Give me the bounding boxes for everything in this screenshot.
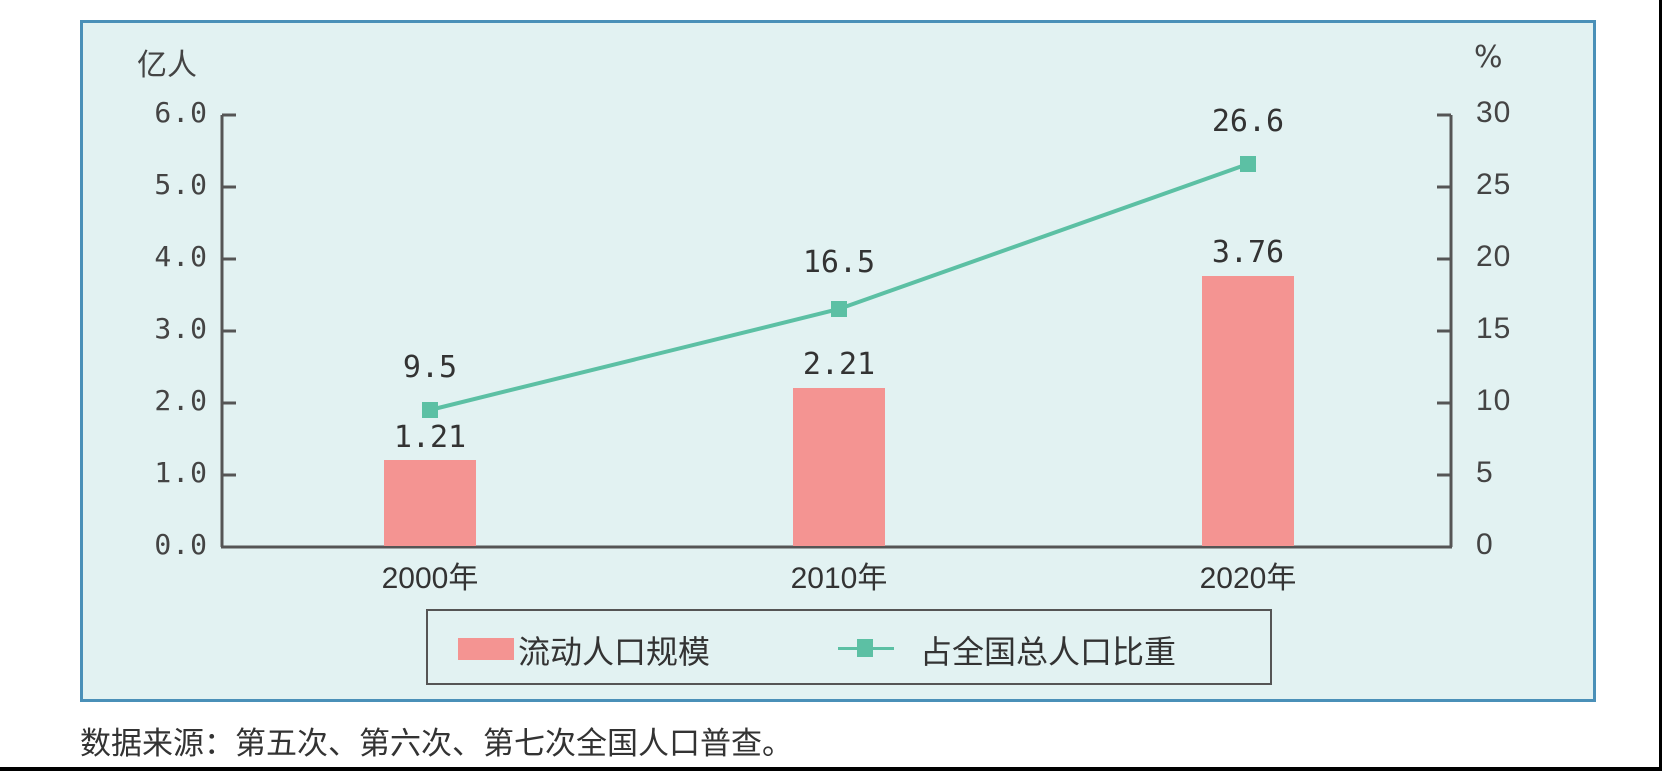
legend-bar-label: 流动人口规模 bbox=[518, 633, 711, 671]
chart-panel bbox=[80, 20, 1596, 702]
line-value-label: 9.5 bbox=[402, 350, 458, 385]
category-label: 2020年 bbox=[1199, 562, 1297, 595]
line-value-label: 26.6 bbox=[1211, 104, 1285, 139]
bar-2010 bbox=[793, 388, 885, 546]
right-tick-label: 15 bbox=[1476, 312, 1512, 345]
legend-line-label: 占全国总人口比重 bbox=[920, 633, 1177, 671]
line-marker-2000 bbox=[422, 402, 438, 418]
left-tick-label: 2.0 bbox=[154, 384, 208, 417]
right-tick-label: 20 bbox=[1476, 240, 1512, 273]
right-tick-label: 25 bbox=[1476, 168, 1512, 201]
chart-legend: 流动人口规模 占全国总人口比重 bbox=[426, 609, 1272, 685]
right-axis-unit: % bbox=[1474, 40, 1503, 75]
right-ticks bbox=[1437, 113, 1451, 477]
source-note: 数据来源：第五次、第六次、第七次全国人口普查。 bbox=[80, 726, 793, 762]
frame-border-bottom bbox=[0, 767, 1662, 771]
bar-value-label: 3.76 bbox=[1211, 235, 1285, 270]
frame-border-right bbox=[1659, 0, 1662, 771]
right-tick-label: 10 bbox=[1476, 384, 1512, 417]
category-label: 2010年 bbox=[790, 562, 888, 595]
left-tick-label: 4.0 bbox=[154, 240, 208, 273]
right-tick-label: 5 bbox=[1476, 456, 1494, 489]
bar-value-label: 1.21 bbox=[393, 420, 467, 455]
line-value-label: 16.5 bbox=[802, 245, 876, 280]
legend-bar-swatch-icon bbox=[458, 638, 514, 660]
left-tick-label: 0.0 bbox=[154, 528, 208, 561]
right-tick-label: 30 bbox=[1476, 96, 1512, 129]
left-tick-label: 5.0 bbox=[154, 168, 208, 201]
bar-value-label: 2.21 bbox=[802, 347, 876, 382]
line-marker-2020 bbox=[1240, 156, 1256, 172]
left-ticks bbox=[222, 113, 236, 477]
category-label: 2000年 bbox=[381, 562, 479, 595]
left-tick-label: 3.0 bbox=[154, 312, 208, 345]
legend-line-marker-icon bbox=[857, 639, 873, 657]
left-tick-label: 6.0 bbox=[154, 96, 208, 129]
left-tick-label: 1.0 bbox=[154, 456, 208, 489]
right-tick-label: 0 bbox=[1476, 528, 1494, 561]
left-axis-unit: 亿人 bbox=[137, 48, 197, 83]
line-marker-2010 bbox=[831, 301, 847, 317]
bar-2020 bbox=[1202, 276, 1294, 546]
bar-2000 bbox=[384, 460, 476, 546]
